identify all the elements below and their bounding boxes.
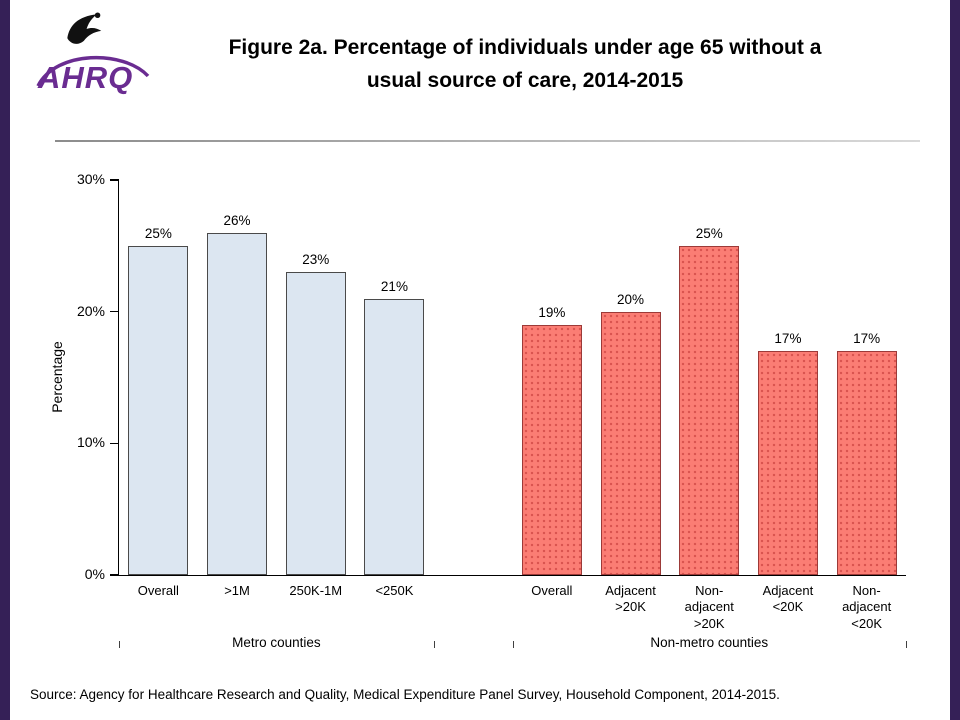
ahrq-wordmark: AHRQ [34,52,152,104]
category-label: 250K-1M [289,583,343,598]
bar-value-label: 26% [223,212,251,228]
y-axis-tick [110,442,119,445]
plot-area: 0% 10% 20% 30% 25% Overall 26% >1M 23% 250K-1M 21%… [77,171,907,650]
category-label: <250K [375,583,414,598]
bar-value-label: 17% [853,331,881,347]
bar [836,351,897,575]
bar [285,272,346,575]
bar [364,298,425,575]
y-tick-label: 0% [84,566,105,582]
bar [207,232,268,575]
category-label: Non- adjacent >20K [684,583,734,631]
ahrq-logo-text: AHRQ [38,60,134,95]
slide-title: Figure 2a. Percentage of individuals und… [145,32,905,97]
group-axis-tick [119,641,120,648]
y-axis-tick [110,179,119,181]
y-tick-label: 30% [76,171,105,187]
bar [128,245,189,575]
bar [521,324,582,575]
group-axis-tick [512,641,514,648]
category-label: Overall [137,583,179,598]
category-label: Overall [531,583,573,598]
hhs-eagle-icon [67,12,102,44]
left-border-strip [0,0,10,720]
bar [600,311,661,575]
group-label: Metro counties [232,635,321,650]
category-label: >1M [224,583,250,598]
title-line-1: Figure 2a. Percentage of individuals und… [228,36,822,59]
bar [757,351,818,575]
group-label: Non-metro counties [650,635,769,650]
category-label: Non- adjacent <20K [842,583,892,631]
y-axis-title: Percentage [49,341,65,413]
y-tick-label: 10% [76,434,105,451]
title-line-2: usual source of care, 2014-2015 [366,68,684,92]
bar-value-label: 19% [538,304,566,320]
bar-value-label: 25% [695,225,723,241]
y-tick-label: 20% [76,302,105,319]
bar-value-label: 21% [380,278,408,294]
group-axis-tick [433,641,435,648]
bar-value-label: 17% [774,331,802,347]
bar-value-label: 25% [144,225,172,241]
bar [679,245,740,575]
source-note: Source: Agency for Healthcare Research a… [30,687,780,702]
header-divider [55,140,920,142]
group-axis-tick [906,641,907,648]
ahrq-logo: AHRQ [34,6,152,116]
bar-value-label: 20% [617,291,645,307]
category-label: Adjacent <20K [762,583,814,615]
category-label: Adjacent >20K [605,583,656,615]
bar-value-label: 23% [302,252,330,268]
y-axis-tick [110,574,119,576]
right-border-strip [950,0,960,720]
ahrq-swoosh-icon [36,56,150,87]
y-axis-tick [110,310,119,313]
